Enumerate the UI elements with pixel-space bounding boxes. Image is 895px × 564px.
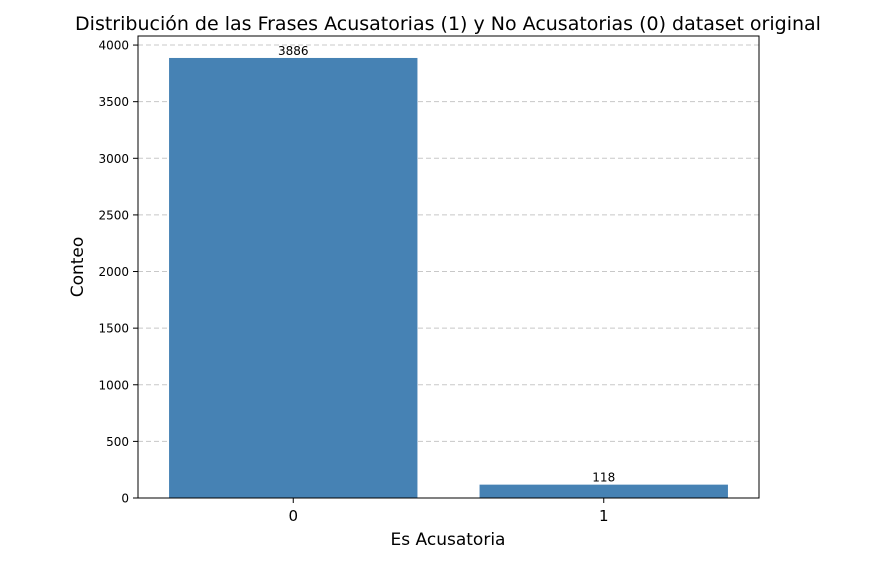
y-tick-label: 3500 <box>98 95 129 109</box>
y-tick-label: 1500 <box>98 322 129 336</box>
x-axis-label: Es Acusatoria <box>391 530 506 550</box>
bar <box>169 57 418 498</box>
y-tick-label: 1000 <box>98 378 129 392</box>
bar <box>479 484 728 498</box>
bar-value-label: 3886 <box>278 44 309 58</box>
y-tick-label: 3000 <box>98 152 129 166</box>
y-tick-label: 2000 <box>98 265 129 279</box>
y-tick-label: 2500 <box>98 208 129 222</box>
y-axis-label: Conteo <box>68 237 88 298</box>
y-axis: 0 500 1000 1500 2000 2500 3000 3500 4000 <box>98 39 138 506</box>
chart-title: Distribución de las Frases Acusatorias (… <box>75 13 821 35</box>
y-tick-label: 500 <box>106 435 129 449</box>
bars <box>169 57 728 498</box>
bar-value-label: 118 <box>592 471 615 485</box>
plot-frame <box>137 35 760 499</box>
y-tick-label: 0 <box>121 492 129 506</box>
y-tick-label: 4000 <box>98 39 129 53</box>
x-tick-label: 1 <box>599 507 609 525</box>
data-labels: 3886 118 <box>278 44 615 485</box>
x-tick-label: 0 <box>288 507 298 525</box>
